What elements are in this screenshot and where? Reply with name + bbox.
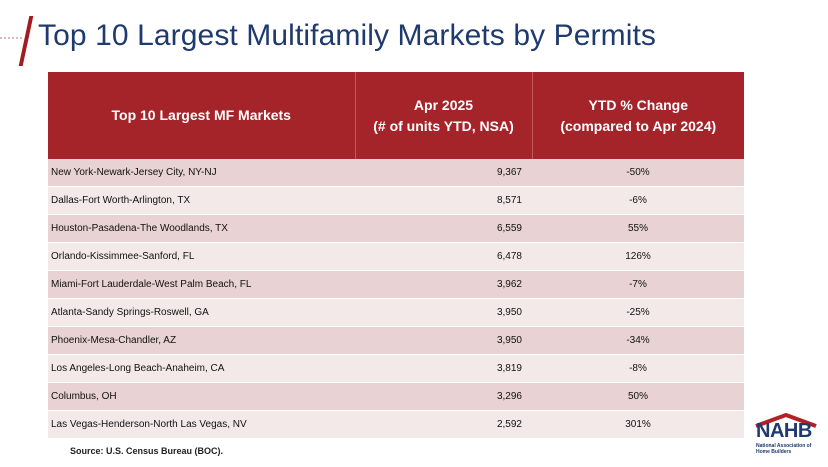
- title-accent-bar: [18, 16, 34, 66]
- source-note: Source: U.S. Census Bureau (BOC).: [70, 446, 224, 456]
- nahb-logo-roof-icon: [755, 412, 817, 428]
- change-value: -34%: [532, 326, 744, 355]
- units-value: 6,478: [355, 242, 532, 271]
- table-row: Los Angeles-Long Beach-Anaheim, CA 3,819…: [48, 354, 744, 383]
- header-change-line1: YTD % Change: [588, 96, 689, 113]
- table-header: Top 10 Largest MF Markets Apr 2025 (# of…: [48, 72, 744, 159]
- change-value: -25%: [532, 298, 744, 327]
- market-name: Orlando-Kissimmee-Sanford, FL: [48, 242, 355, 271]
- units-value: 6,559: [355, 214, 532, 243]
- header-change: YTD % Change (compared to Apr 2024): [531, 72, 744, 159]
- change-value: 126%: [532, 242, 744, 271]
- decorative-dotted-line: [0, 37, 22, 39]
- table-row: Columbus, OH 3,296 50%: [48, 382, 744, 411]
- markets-table: Top 10 Largest MF Markets Apr 2025 (# of…: [48, 72, 744, 439]
- market-name: Phoenix-Mesa-Chandler, AZ: [48, 326, 355, 355]
- units-value: 8,571: [355, 186, 532, 215]
- change-value: 50%: [532, 382, 744, 411]
- units-value: 3,962: [355, 270, 532, 299]
- nahb-logo-text: NAHB: [756, 420, 812, 442]
- units-value: 3,296: [355, 382, 532, 411]
- change-value: 301%: [532, 410, 744, 439]
- market-name: Las Vegas-Henderson-North Las Vegas, NV: [48, 410, 355, 439]
- header-market: Top 10 Largest MF Markets: [48, 72, 355, 159]
- change-value: -7%: [532, 270, 744, 299]
- market-name: New York-Newark-Jersey City, NY-NJ: [48, 159, 355, 187]
- market-name: Houston-Pasadena-The Woodlands, TX: [48, 214, 355, 243]
- units-value: 3,819: [355, 354, 532, 383]
- change-value: 55%: [532, 214, 744, 243]
- market-name: Atlanta-Sandy Springs-Roswell, GA: [48, 298, 355, 327]
- table-row: New York-Newark-Jersey City, NY-NJ 9,367…: [48, 159, 744, 187]
- market-name: Los Angeles-Long Beach-Anaheim, CA: [48, 354, 355, 383]
- table-row: Phoenix-Mesa-Chandler, AZ 3,950 -34%: [48, 326, 744, 355]
- table-row: Miami-Fort Lauderdale-West Palm Beach, F…: [48, 270, 744, 299]
- header-market-label: Top 10 Largest MF Markets: [111, 107, 291, 123]
- table-row: Las Vegas-Henderson-North Las Vegas, NV …: [48, 410, 744, 439]
- change-value: -50%: [532, 159, 744, 187]
- units-value: 9,367: [355, 159, 532, 187]
- table-row: Dallas-Fort Worth-Arlington, TX 8,571 -6…: [48, 186, 744, 215]
- table-row: Atlanta-Sandy Springs-Roswell, GA 3,950 …: [48, 298, 744, 327]
- change-value: -8%: [532, 354, 744, 383]
- table-row: Orlando-Kissimmee-Sanford, FL 6,478 126%: [48, 242, 744, 271]
- units-value: 2,592: [355, 410, 532, 439]
- header-units-line1: Apr 2025: [413, 96, 474, 113]
- market-name: Dallas-Fort Worth-Arlington, TX: [48, 186, 355, 215]
- table-row: Houston-Pasadena-The Woodlands, TX 6,559…: [48, 214, 744, 243]
- units-value: 3,950: [355, 326, 532, 355]
- units-value: 3,950: [355, 298, 532, 327]
- header-units-line2: (# of units YTD, NSA): [373, 117, 514, 134]
- table-body: New York-Newark-Jersey City, NY-NJ 9,367…: [48, 159, 744, 439]
- market-name: Columbus, OH: [48, 382, 355, 411]
- nahb-logo-subtitle: National Association of Home Builders: [756, 443, 812, 455]
- header-change-line2: (compared to Apr 2024): [560, 117, 717, 134]
- change-value: -6%: [532, 186, 744, 215]
- slide-title: Top 10 Largest Multifamily Markets by Pe…: [38, 19, 657, 52]
- market-name: Miami-Fort Lauderdale-West Palm Beach, F…: [48, 270, 355, 299]
- header-units: Apr 2025 (# of units YTD, NSA): [354, 72, 532, 159]
